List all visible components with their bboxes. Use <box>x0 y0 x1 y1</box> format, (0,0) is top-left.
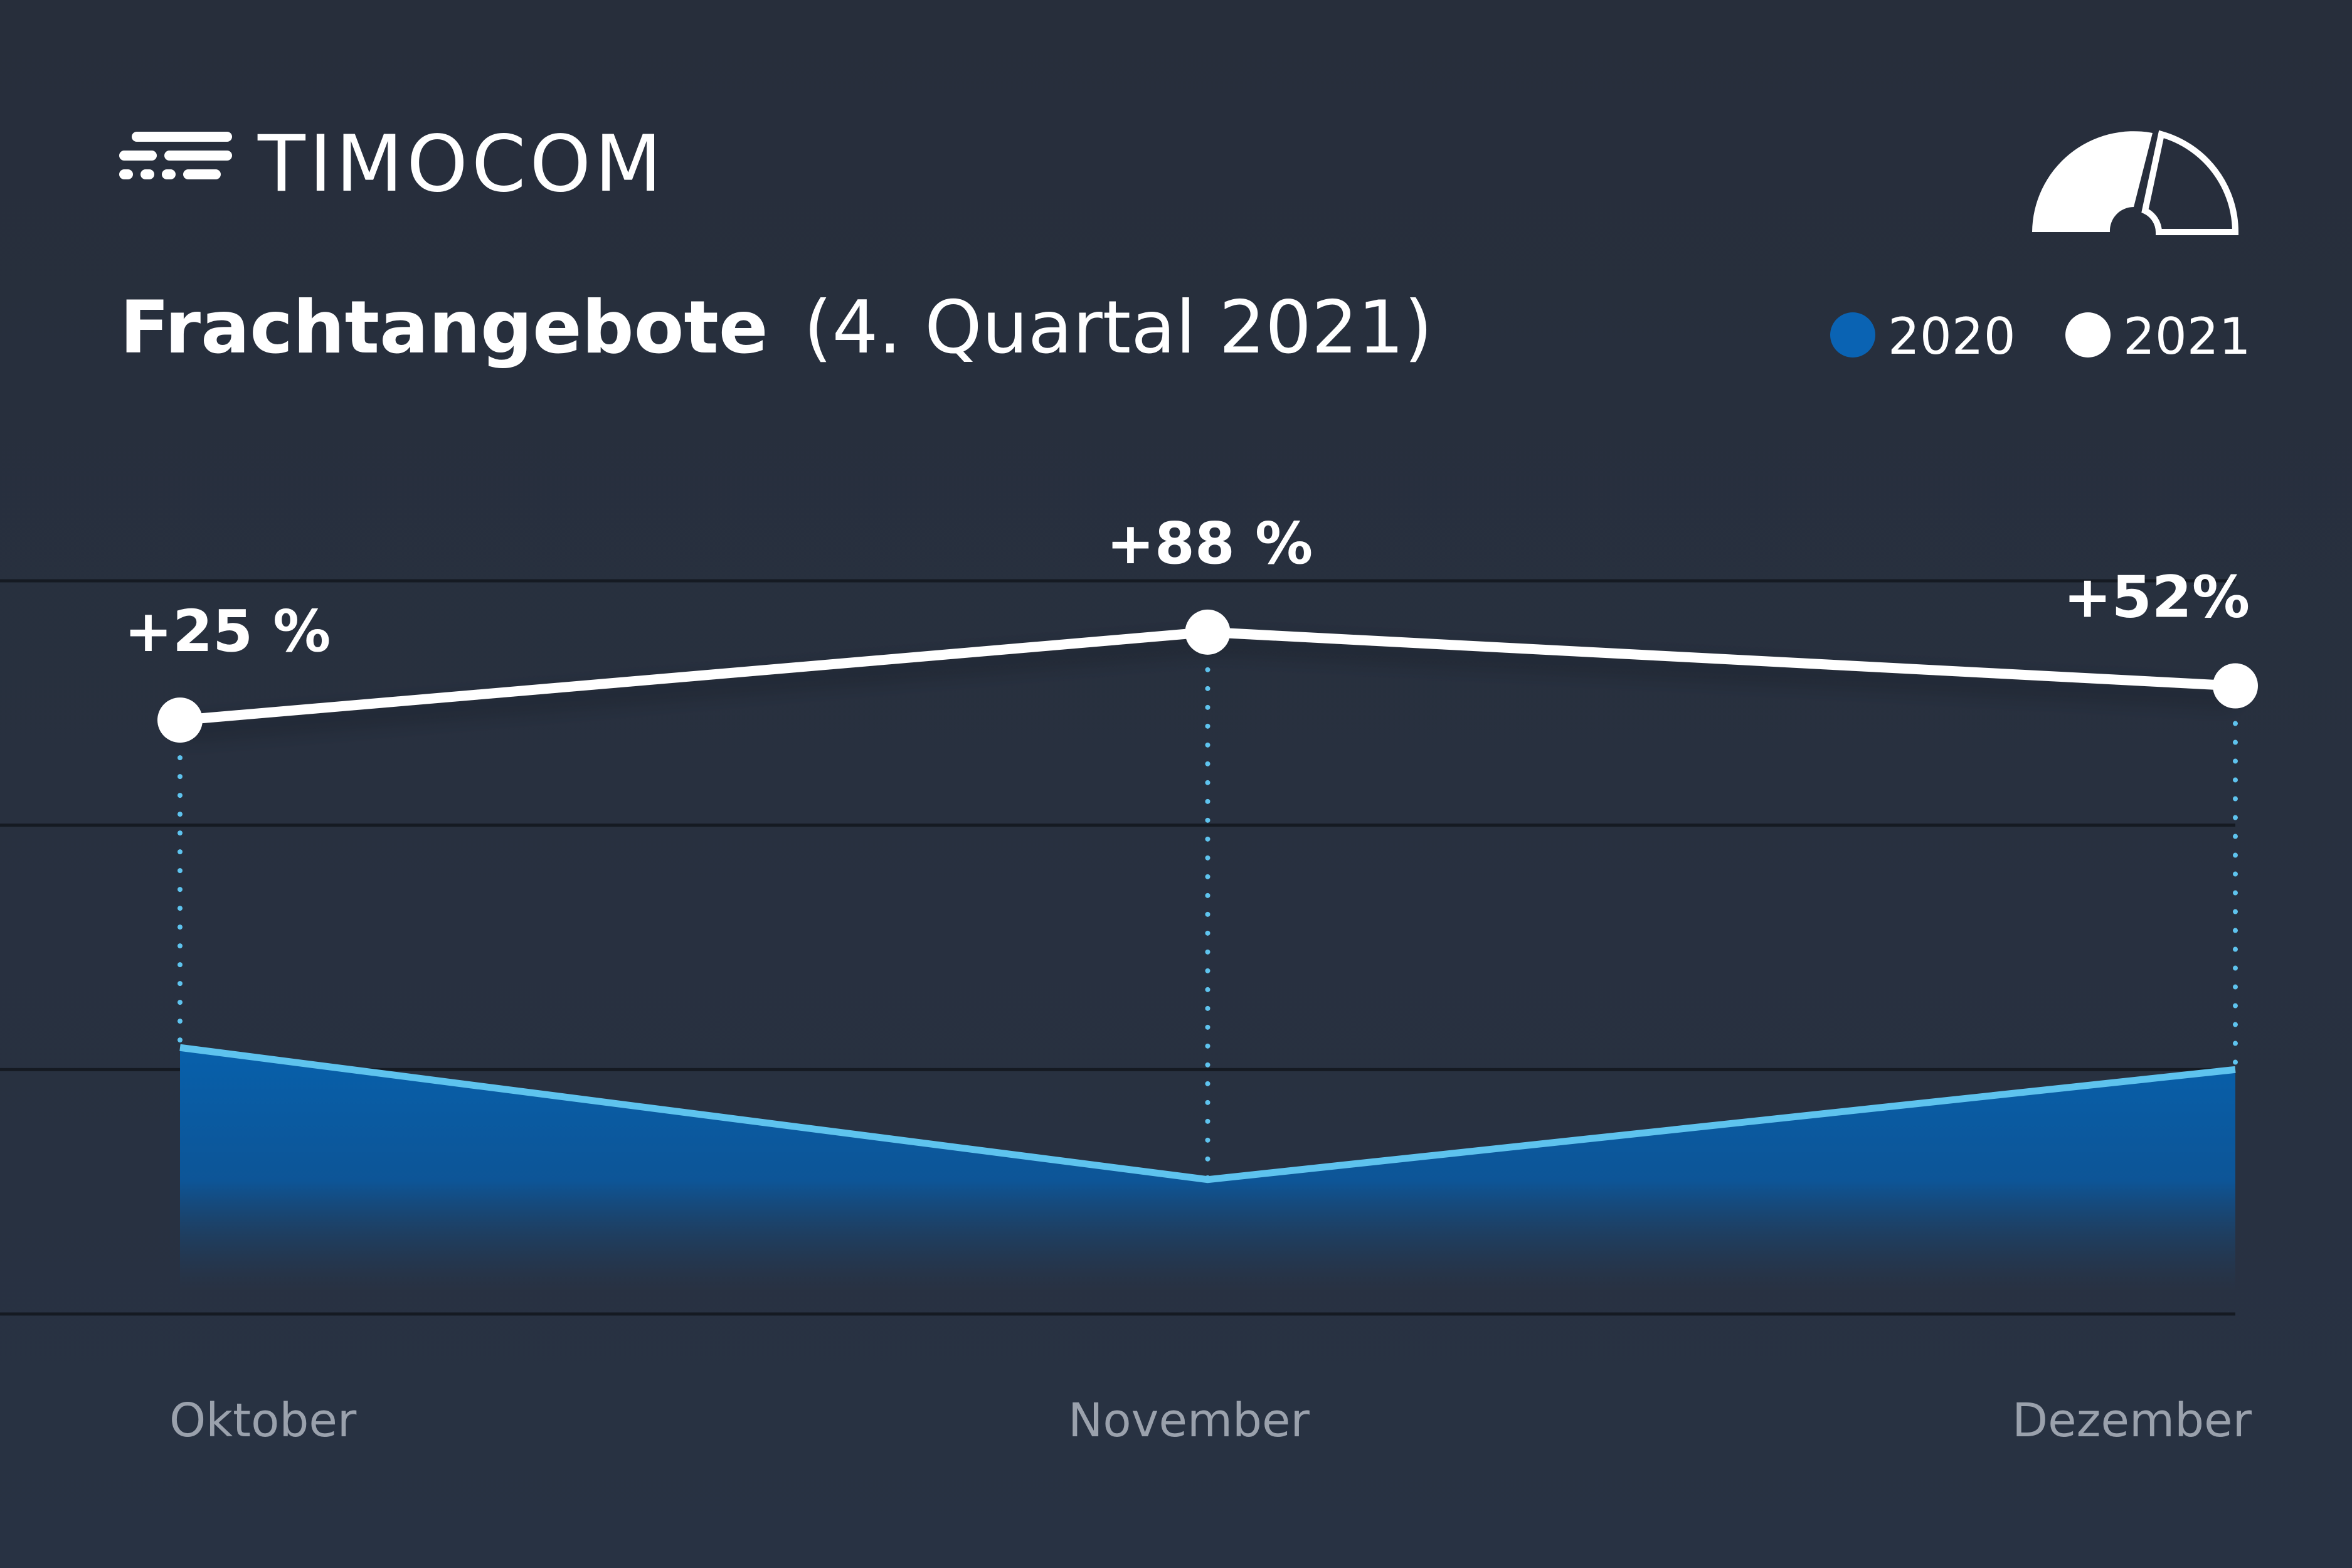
line <box>179 1044 2236 1184</box>
plot: Oktober November Dezember +25 % +88 % +52% <box>0 510 2258 1448</box>
area <box>180 1047 2235 1290</box>
legend-label: 2020 <box>1888 307 2016 366</box>
gauge-icon <box>2032 131 2153 232</box>
annotation: +52% <box>2063 564 2250 631</box>
logo-icon <box>119 132 232 179</box>
x-tick-label: Dezember <box>2012 1394 2252 1448</box>
gauge-icon-outline <box>2141 130 2239 235</box>
chart-title: Frachtangebote <box>120 285 768 370</box>
point <box>2213 663 2258 709</box>
point <box>157 697 203 743</box>
brand: TIMOCOM <box>257 119 665 209</box>
title-line: Frachtangebote (4. Quartal 2021) <box>120 285 1433 370</box>
legend-marker <box>2065 312 2111 358</box>
point <box>1185 609 1231 655</box>
legend-marker <box>1830 312 1875 358</box>
annotation: +88 % <box>1106 510 1313 577</box>
x-tick-label: Oktober <box>169 1394 357 1448</box>
chart-subtitle: (4. Quartal 2021) <box>803 285 1433 370</box>
legend-label: 2021 <box>2123 307 2251 366</box>
annotation: +25 % <box>124 598 331 665</box>
x-tick-label: November <box>1068 1394 1310 1448</box>
